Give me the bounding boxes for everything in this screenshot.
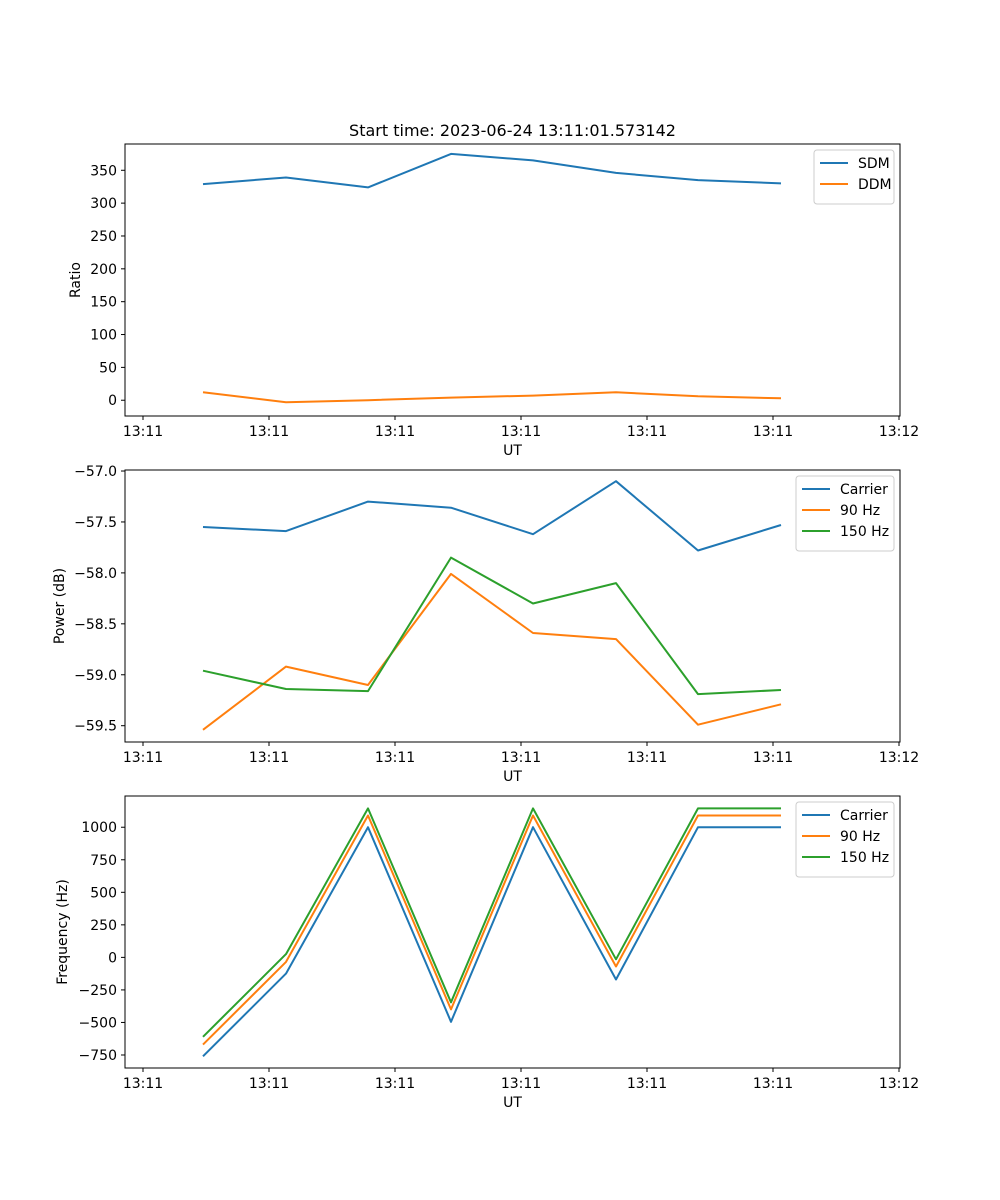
y-tick-label: −59.0: [74, 668, 117, 684]
series-line-ddm: [202, 391, 782, 404]
legend: SDM DDM: [813, 149, 895, 205]
subplot-2: 13:11 13:11 13:11 13:11 13:11 13:11 13:12 UT −59…: [52, 464, 919, 785]
x-tick-label: 13:11: [753, 424, 793, 440]
y-tick-label: −750: [79, 1048, 117, 1064]
y-tick-label: −58.5: [74, 617, 117, 633]
y-tick-label: 750: [90, 853, 117, 869]
x-tick-label: 13:11: [249, 424, 289, 440]
y-tick-label: 300: [90, 196, 117, 212]
x-tick-label: 13:11: [123, 424, 163, 440]
legend-box: [795, 475, 895, 552]
y-axis-label: Frequency (Hz): [55, 879, 71, 985]
subplot-3: 13:11 13:11 13:11 13:11 13:11 13:11 13:12 UT −75…: [55, 795, 919, 1111]
x-tick-label: 13:12: [879, 424, 919, 440]
y-axis-label: Ratio: [68, 262, 84, 298]
y-tick-label: 250: [90, 229, 117, 245]
series-line-sdm: [202, 152, 782, 189]
x-tick-label: 13:12: [879, 1076, 919, 1092]
y-tick-label: 150: [90, 295, 117, 311]
axes-frame: [124, 143, 901, 417]
series-line-carrier: [202, 826, 781, 1058]
x-tick-label: 13:11: [375, 750, 415, 766]
y-tick-label: 0: [108, 393, 117, 409]
axes-frame: [124, 795, 901, 1069]
x-axis-label: UT: [503, 1095, 522, 1111]
y-tick-label: −58.0: [74, 566, 117, 582]
x-axis-label: UT: [503, 443, 522, 459]
x-tick-label: 13:11: [753, 750, 793, 766]
x-tick-label: 13:11: [501, 1076, 541, 1092]
x-tick-label: 13:11: [123, 750, 163, 766]
x-axis-label: UT: [503, 769, 522, 785]
legend-label: DDM: [858, 177, 892, 193]
legend-label: Carrier: [840, 808, 888, 824]
legend-label: 90 Hz: [840, 829, 880, 845]
y-tick-label: 50: [99, 360, 117, 376]
x-tick-label: 13:11: [375, 1076, 415, 1092]
x-tick-label: 13:11: [627, 424, 667, 440]
y-tick-label: 350: [90, 163, 117, 179]
x-tick-label: 13:11: [123, 1076, 163, 1092]
y-tick-label: 1000: [81, 820, 117, 836]
y-tick-label: −500: [79, 1015, 117, 1031]
series-line-150-hz: [202, 556, 782, 696]
legend-label: 150 Hz: [840, 850, 889, 866]
y-tick-label: −57.5: [74, 515, 117, 531]
x-tick-label: 13:12: [879, 750, 919, 766]
y-axis-label: Power (dB): [52, 568, 68, 644]
x-tick-label: 13:11: [501, 424, 541, 440]
y-tick-label: 100: [90, 328, 117, 344]
y-tick-label: 500: [90, 885, 117, 901]
legend-label: Carrier: [840, 482, 888, 498]
legend: Carrier 90 Hz 150 Hz: [795, 475, 895, 552]
legend: Carrier 90 Hz 150 Hz: [795, 801, 895, 878]
y-tick-label: −59.5: [74, 719, 117, 735]
series-line-90-hz: [202, 572, 782, 731]
x-tick-label: 13:11: [753, 1076, 793, 1092]
axes-frame: [124, 469, 901, 743]
x-tick-label: 13:11: [375, 424, 415, 440]
series-line-carrier: [202, 480, 782, 552]
x-tick-label: 13:11: [627, 750, 667, 766]
x-tick-label: 13:11: [627, 1076, 667, 1092]
x-tick-label: 13:11: [249, 750, 289, 766]
y-tick-label: 0: [108, 950, 117, 966]
series-line-150-hz: [202, 807, 781, 1038]
legend-label: 90 Hz: [840, 503, 880, 519]
y-tick-label: 250: [90, 918, 117, 934]
x-tick-label: 13:11: [501, 750, 541, 766]
subplot-1: 13:11 13:11 13:11 13:11 13:11 13:11 13:12 UT 0 50…: [68, 143, 919, 459]
series-line-90-hz: [202, 814, 781, 1046]
x-tick-label: 13:11: [249, 1076, 289, 1092]
legend-label: 150 Hz: [840, 524, 889, 540]
y-tick-label: 200: [90, 262, 117, 278]
legend-box: [795, 801, 895, 878]
y-tick-label: −250: [79, 983, 117, 999]
panels: 13:11 13:11 13:11 13:11 13:11 13:11 13:12 UT 0 50…: [52, 143, 919, 1111]
y-tick-label: −57.0: [74, 464, 117, 480]
legend-label: SDM: [858, 156, 890, 172]
chart-title: Start time: 2023-06-24 13:11:01.573142: [349, 121, 676, 140]
